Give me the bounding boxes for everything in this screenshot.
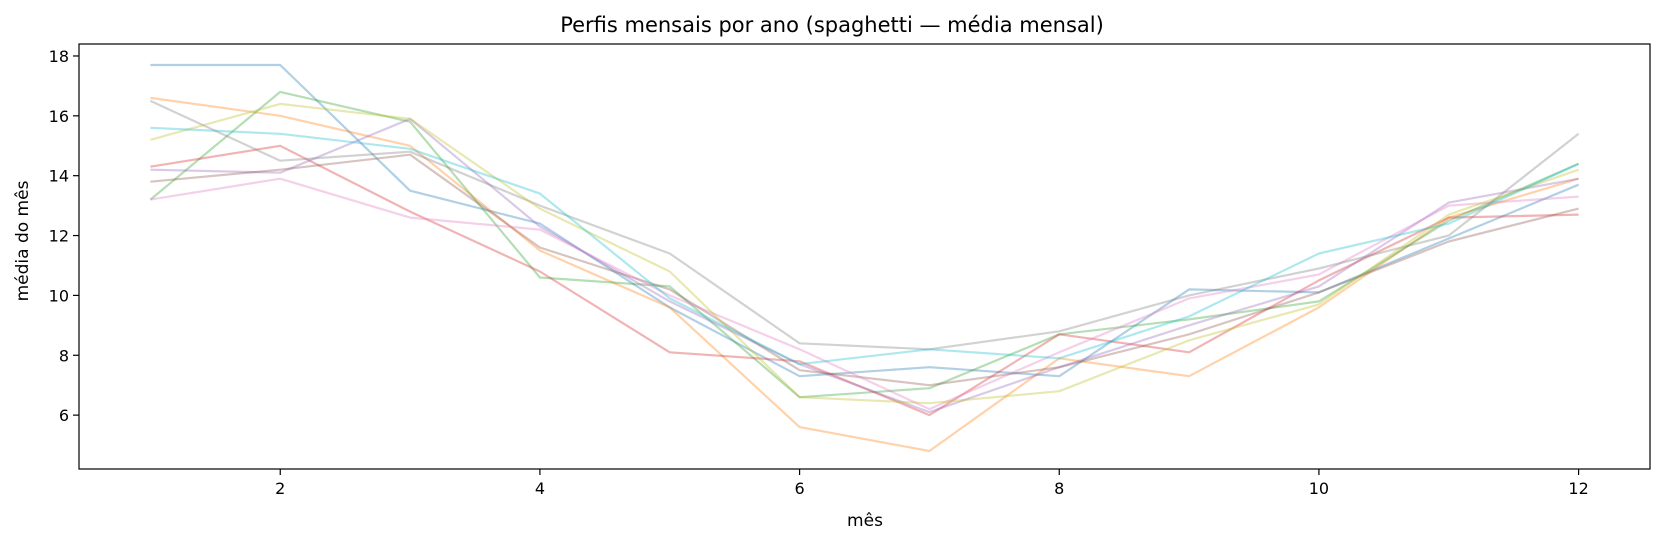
- chart-title: Perfis mensais por ano (spaghetti — médi…: [560, 13, 1104, 37]
- series-line-8: [149, 99, 1580, 351]
- series-line-6: [150, 153, 1579, 387]
- x-tick-label: 10: [1309, 479, 1329, 498]
- axes-layer: 2 4 6 8 10 12 6 8 10 12 14 16 18: [49, 43, 1651, 498]
- x-tick-label: 4: [535, 479, 545, 498]
- series-line-5: [150, 117, 1579, 414]
- series-line-1: [150, 63, 1580, 378]
- series-line-2: [150, 96, 1579, 453]
- series-line-7: [150, 177, 1579, 411]
- x-tick-label: 12: [1568, 479, 1588, 498]
- x-tick-label: 8: [1054, 479, 1064, 498]
- plot-frame: [78, 43, 1651, 470]
- y-tick-label: 12: [49, 227, 69, 246]
- x-tick-label: 2: [275, 479, 285, 498]
- series-layer: [149, 63, 1580, 453]
- series-line-9: [150, 102, 1579, 405]
- y-axis-label: média do mês: [13, 180, 33, 301]
- x-tick-label: 6: [794, 479, 804, 498]
- y-tick-label: 10: [49, 286, 69, 305]
- series-line-10: [150, 126, 1580, 366]
- y-tick-label: 8: [59, 346, 69, 365]
- y-tick-label: 16: [49, 107, 69, 126]
- series-line-3: [149, 90, 1580, 399]
- y-tick-label: 14: [49, 167, 69, 186]
- x-axis-label: mês: [847, 511, 883, 531]
- series-line-4: [150, 144, 1579, 417]
- y-tick-label: 18: [49, 47, 69, 66]
- y-tick-label: 6: [59, 406, 69, 425]
